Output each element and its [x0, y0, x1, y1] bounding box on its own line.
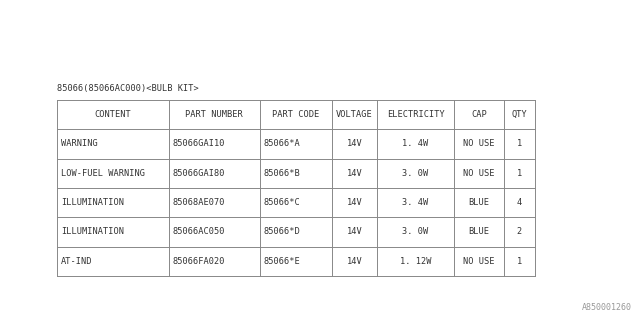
Text: 1. 4W: 1. 4W — [403, 140, 429, 148]
Text: ILLUMINATION: ILLUMINATION — [61, 198, 124, 207]
Text: 4: 4 — [516, 198, 522, 207]
Text: 3. 0W: 3. 0W — [403, 169, 429, 178]
Text: A850001260: A850001260 — [582, 303, 632, 312]
Text: 85068AE070: 85068AE070 — [173, 198, 225, 207]
Text: 1: 1 — [516, 140, 522, 148]
Text: ILLUMINATION: ILLUMINATION — [61, 228, 124, 236]
Text: 85066*E: 85066*E — [264, 257, 300, 266]
Text: NO USE: NO USE — [463, 140, 495, 148]
Text: 85066GAI80: 85066GAI80 — [173, 169, 225, 178]
Text: 14V: 14V — [347, 169, 362, 178]
Text: ELECTRICITY: ELECTRICITY — [387, 110, 444, 119]
Text: 85066*D: 85066*D — [264, 228, 300, 236]
Bar — [57, 100, 535, 276]
Text: 3. 0W: 3. 0W — [403, 228, 429, 236]
Text: 85066(85066AC000)<BULB KIT>: 85066(85066AC000)<BULB KIT> — [57, 84, 199, 93]
Text: 14V: 14V — [347, 257, 362, 266]
Text: 1. 12W: 1. 12W — [400, 257, 431, 266]
Text: 85066AC050: 85066AC050 — [173, 228, 225, 236]
Text: 85066FA020: 85066FA020 — [173, 257, 225, 266]
Text: CONTENT: CONTENT — [95, 110, 131, 119]
Text: WARNING: WARNING — [61, 140, 98, 148]
Text: 85066*A: 85066*A — [264, 140, 300, 148]
Text: VOLTAGE: VOLTAGE — [336, 110, 373, 119]
Text: LOW-FUEL WARNING: LOW-FUEL WARNING — [61, 169, 145, 178]
Text: NO USE: NO USE — [463, 257, 495, 266]
Text: PART NUMBER: PART NUMBER — [186, 110, 243, 119]
Text: 14V: 14V — [347, 140, 362, 148]
Text: BLUE: BLUE — [468, 198, 490, 207]
Text: BLUE: BLUE — [468, 228, 490, 236]
Text: AT-IND: AT-IND — [61, 257, 93, 266]
Text: 3. 4W: 3. 4W — [403, 198, 429, 207]
Text: 1: 1 — [516, 257, 522, 266]
Text: 85066*B: 85066*B — [264, 169, 300, 178]
Text: 14V: 14V — [347, 198, 362, 207]
Text: NO USE: NO USE — [463, 169, 495, 178]
Text: 85066GAI10: 85066GAI10 — [173, 140, 225, 148]
Text: 2: 2 — [516, 228, 522, 236]
Text: PART CODE: PART CODE — [273, 110, 319, 119]
Text: CAP: CAP — [471, 110, 487, 119]
Text: 85066*C: 85066*C — [264, 198, 300, 207]
Text: QTY: QTY — [511, 110, 527, 119]
Text: 14V: 14V — [347, 228, 362, 236]
Text: 1: 1 — [516, 169, 522, 178]
